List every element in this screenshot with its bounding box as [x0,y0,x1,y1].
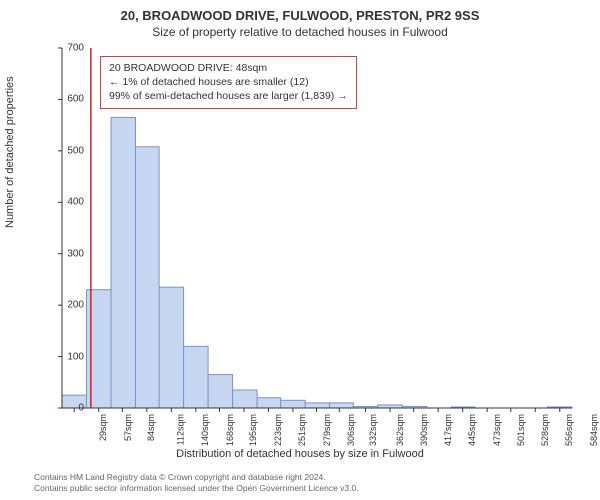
x-tick-label: 473sqm [492,414,502,446]
info-line-3: 99% of semi-detached houses are larger (… [109,89,348,103]
info-line-2: ← 1% of detached houses are smaller (12) [109,75,348,89]
histogram-bar [208,375,232,408]
y-tick-label: 600 [44,94,84,105]
histogram-bar [111,117,135,408]
histogram-bar [233,390,257,408]
x-axis-label: Distribution of detached houses by size … [0,448,600,460]
x-tick-label: 251sqm [297,414,307,446]
x-tick-label: 584sqm [589,414,599,446]
histogram-bar [330,403,354,408]
x-tick-label: 29sqm [98,414,108,441]
histogram-bar [305,403,329,408]
y-axis-label: Number of detached properties [4,76,16,228]
x-tick-label: 417sqm [443,414,453,446]
x-tick-label: 332sqm [368,414,378,446]
x-tick-label: 390sqm [419,414,429,446]
x-tick-label: 279sqm [322,414,332,446]
histogram-bar [135,147,159,408]
footer-attribution: Contains HM Land Registry data © Crown c… [34,472,359,494]
x-tick-label: 556sqm [564,414,574,446]
x-tick-label: 528sqm [540,414,550,446]
x-tick-label: 57sqm [123,414,133,441]
info-line-1: 20 BROADWOOD DRIVE: 48sqm [109,61,348,75]
y-tick-label: 300 [44,248,84,259]
y-tick-label: 0 [44,403,84,414]
footer-line-2: Contains public sector information licen… [34,483,359,494]
y-tick-label: 100 [44,351,84,362]
x-tick-label: 362sqm [395,414,405,446]
title-sub: Size of property relative to detached ho… [0,23,600,43]
y-tick-label: 400 [44,197,84,208]
y-tick-label: 200 [44,300,84,311]
x-tick-label: 140sqm [200,414,210,446]
y-tick-label: 700 [44,43,84,54]
x-tick-label: 112sqm [175,414,185,445]
info-box: 20 BROADWOOD DRIVE: 48sqm ← 1% of detach… [100,56,357,109]
title-main: 20, BROADWOOD DRIVE, FULWOOD, PRESTON, P… [0,0,600,23]
x-tick-label: 445sqm [467,414,477,446]
footer-line-1: Contains HM Land Registry data © Crown c… [34,472,359,483]
x-tick-label: 306sqm [346,414,356,446]
x-tick-label: 168sqm [225,414,235,446]
histogram-bar [184,346,208,408]
histogram-bar [281,400,305,408]
x-tick-label: 84sqm [146,414,156,441]
x-tick-label: 223sqm [273,414,283,446]
x-tick-label: 501sqm [516,414,526,446]
y-tick-label: 500 [44,145,84,156]
histogram-bar [159,287,183,408]
chart-container: 20, BROADWOOD DRIVE, FULWOOD, PRESTON, P… [0,0,600,500]
x-tick-label: 195sqm [248,414,258,446]
histogram-bar [257,398,281,408]
